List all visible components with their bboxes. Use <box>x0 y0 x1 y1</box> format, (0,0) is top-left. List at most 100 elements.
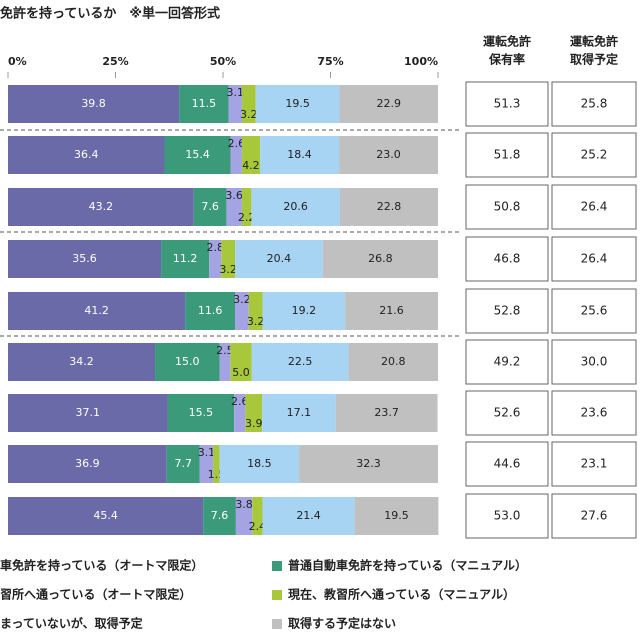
table-header: 取得予定 <box>570 52 618 67</box>
bar-segment <box>185 292 236 330</box>
bar-segment <box>209 240 222 278</box>
x-tick-label: 0% <box>8 55 27 68</box>
bar-segment <box>235 292 249 330</box>
table-value: 52.6 <box>494 406 521 420</box>
x-tick-label: 25% <box>102 55 128 68</box>
value-label: 3.1 <box>227 86 245 99</box>
value-label: 4.2 <box>242 159 260 172</box>
table-value: 49.2 <box>494 355 521 369</box>
bar-segment <box>193 188 227 226</box>
table-cell <box>465 184 549 230</box>
bar-segment <box>322 240 438 278</box>
table-value: 26.4 <box>581 200 608 214</box>
value-label: 7.6 <box>201 200 219 213</box>
value-label: 11.5 <box>192 97 217 110</box>
bar-segment <box>161 240 210 278</box>
table-cell <box>551 184 637 230</box>
table-value: 52.8 <box>494 304 521 318</box>
bar-segment <box>251 343 349 381</box>
table-value: 27.6 <box>581 509 608 523</box>
bar-segment <box>251 188 340 226</box>
x-tick-label: 75% <box>317 55 343 68</box>
value-label: 17.1 <box>287 406 312 419</box>
value-label: 45.4 <box>93 509 118 522</box>
bar-segment <box>230 136 242 174</box>
bar-segment <box>230 343 252 381</box>
value-label: 2.6 <box>228 137 246 150</box>
value-label: 19.5 <box>285 97 310 110</box>
bar-segment <box>255 85 340 123</box>
table-cell <box>551 493 637 539</box>
bar-segment <box>8 497 204 535</box>
bar-segment <box>166 445 200 483</box>
table-value: 23.1 <box>581 457 608 471</box>
table-value: 44.6 <box>494 457 521 471</box>
table-cell <box>551 441 637 487</box>
bar-segment <box>8 343 156 381</box>
value-label: 15.0 <box>175 355 200 368</box>
table-cell <box>465 132 549 178</box>
value-label: 3.2 <box>219 263 237 276</box>
bar-segment <box>339 136 438 174</box>
table-cell <box>551 81 637 127</box>
bar-segment <box>345 292 438 330</box>
value-label: 21.4 <box>296 509 321 522</box>
value-label: 2.5 <box>216 344 234 357</box>
value-label: 39.8 <box>81 97 106 110</box>
x-tick-label: 50% <box>210 55 236 68</box>
bar-segment <box>354 497 439 535</box>
table-cell <box>465 236 549 282</box>
table-value: 26.4 <box>581 252 608 266</box>
value-label: 43.2 <box>89 200 114 213</box>
table-header: 保有率 <box>488 52 525 67</box>
table-cell <box>551 390 637 436</box>
chart-title: 免許を持っているか ※単一回答形式 <box>0 6 220 22</box>
value-label: 22.9 <box>377 97 402 110</box>
bar-segment <box>262 292 346 330</box>
bar-segment <box>241 136 260 174</box>
table-cell <box>551 132 637 178</box>
value-label: 18.5 <box>247 457 272 470</box>
value-label: 3.6 <box>225 189 243 202</box>
table-value: 25.8 <box>581 97 608 111</box>
legend-label: 車免許を持っている（オートマ限定） <box>0 558 203 573</box>
legend-swatch <box>272 619 282 629</box>
table-value: 51.8 <box>494 148 521 162</box>
value-label: 15.4 <box>185 148 210 161</box>
value-label: 3.9 <box>245 417 263 430</box>
bar-segment <box>252 497 263 535</box>
bar-segment <box>262 394 336 432</box>
bar-segment <box>213 445 220 483</box>
value-label: 37.1 <box>76 406 101 419</box>
legend-swatch <box>272 561 282 571</box>
bar-segment <box>8 445 167 483</box>
table-cell <box>551 288 637 334</box>
value-label: 3.2 <box>247 315 265 328</box>
value-label: 20.6 <box>283 200 308 213</box>
bar-segment <box>348 343 438 381</box>
bar-segment <box>203 497 236 535</box>
value-label: 2.6 <box>231 395 249 408</box>
bar-segment <box>241 188 252 226</box>
table-cell <box>465 441 549 487</box>
table-cell <box>465 493 549 539</box>
value-label: 20.4 <box>267 252 292 265</box>
bar-segment <box>228 85 242 123</box>
value-label: 22.8 <box>377 200 402 213</box>
bar-segment <box>8 394 168 432</box>
bar-segment <box>179 85 229 123</box>
value-label: 3.1 <box>198 446 216 459</box>
value-label: 15.5 <box>189 406 214 419</box>
value-label: 32.3 <box>356 457 381 470</box>
bar-segment <box>167 394 235 432</box>
value-label: 21.6 <box>379 304 404 317</box>
bar-segment <box>226 188 242 226</box>
table-cell <box>551 236 637 282</box>
value-label: 36.9 <box>75 457 100 470</box>
value-label: 2.4 <box>249 520 267 533</box>
table-cell <box>465 339 549 385</box>
table-cell <box>465 390 549 436</box>
value-label: 18.4 <box>287 148 312 161</box>
value-label: 23.7 <box>374 406 399 419</box>
